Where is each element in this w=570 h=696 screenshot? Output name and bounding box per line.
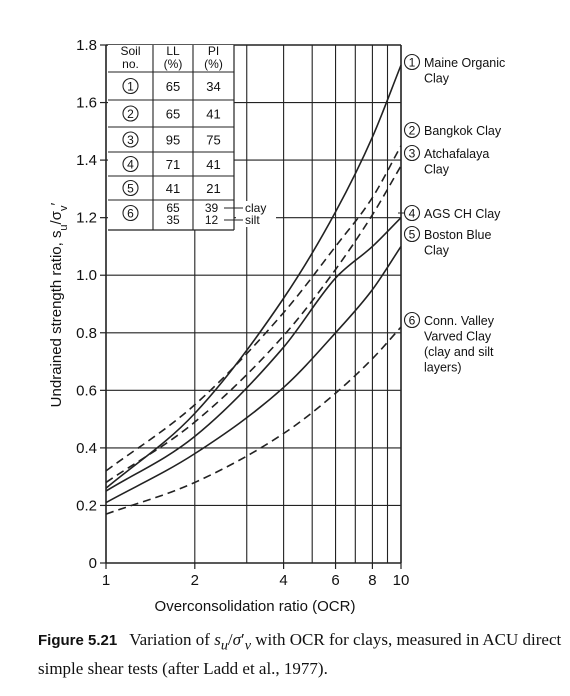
curve-label-5-line-1: Clay — [424, 244, 450, 258]
table-header-0-line-1: no. — [122, 57, 139, 71]
y-tick-label-3: 0.6 — [76, 382, 97, 399]
curve-label-circle-1 — [403, 53, 421, 71]
table-header-2-line-1: (%) — [204, 57, 223, 71]
caption-sigma: σ — [232, 630, 242, 649]
table-pi-2: 41 — [206, 107, 220, 122]
table-pi-4: 41 — [206, 157, 220, 172]
figure-number: Figure 5.21 — [38, 632, 118, 649]
table-pi-6-silt: 12 — [205, 213, 219, 227]
table-soil-no-4: 4 — [127, 158, 134, 172]
x-tick-label-3: 6 — [331, 572, 339, 589]
table-soil-no-2: 2 — [127, 107, 134, 121]
curve-label-no-5: 5 — [409, 228, 416, 242]
table-header-1-line-0: LL — [166, 44, 180, 58]
y-tick-label-2: 0.4 — [76, 440, 97, 457]
table-soil-no-6: 6 — [127, 207, 134, 221]
curve-label-6-line-1: Varved Clay — [424, 330, 492, 344]
curve-3 — [105, 165, 402, 484]
y-tick-label-8: 1.6 — [76, 95, 97, 112]
grid — [105, 44, 402, 564]
curve-label-2-line-0: Bangkok Clay — [424, 124, 502, 138]
table-soil-circle-2 — [122, 105, 139, 122]
curve-6 — [105, 326, 402, 515]
table-soil-circle-1 — [122, 77, 139, 95]
y-tick-label-6: 1.2 — [76, 210, 97, 227]
x-tick-label-5: 10 — [393, 572, 410, 589]
table-pi-3: 75 — [206, 133, 220, 148]
table-ll-2: 65 — [166, 107, 180, 122]
table-ll-4: 71 — [166, 157, 180, 172]
curve-2 — [105, 145, 402, 472]
table-ll-3: 95 — [166, 133, 180, 148]
curve-label-no-3: 3 — [409, 147, 416, 161]
curve-label-3-line-1: Clay — [424, 163, 450, 177]
curve-label-5-line-0: Boston Blue — [424, 228, 491, 242]
caption-slash: / — [227, 630, 233, 649]
curve-4 — [105, 217, 402, 492]
curve-label-no-2: 2 — [409, 124, 416, 138]
curve-label-6-line-0: Conn. Valley — [424, 314, 495, 328]
curve-5 — [105, 245, 402, 504]
caption-s-sub: u — [220, 637, 228, 654]
y-axis-label: Undrained strength ratio, su/σv′ — [48, 202, 70, 407]
table-ll-1: 65 — [166, 79, 180, 94]
y-tick-label-7: 1.4 — [76, 152, 97, 169]
table-header-0-line-0: Soil — [120, 44, 140, 58]
table-soil-no-5: 5 — [127, 182, 134, 196]
curve-labels: 1 Maine Organic Clay 2 Bangkok Clay 3 Atchafal… — [398, 53, 505, 375]
table-soil-no-3: 3 — [127, 133, 134, 147]
curve-label-1-line-0: Maine Organic — [424, 56, 505, 70]
curve-label-circle-2 — [403, 121, 421, 139]
caption-prime: ′ — [241, 630, 245, 649]
curve-label-6-line-2: (clay and silt — [424, 345, 494, 359]
y-tick-label-1: 0.2 — [76, 497, 97, 514]
curve-label-1-line-1: Clay — [424, 72, 450, 86]
table-pi-5: 21 — [206, 181, 220, 196]
y-tick-label-5: 1.0 — [76, 267, 97, 284]
curve-label-4-line-0: AGS CH Clay — [424, 207, 501, 221]
table-pi-6-clay: 39 — [205, 201, 219, 215]
table-ll-6-clay: 65 — [166, 201, 180, 215]
x-tick-label-1: 2 — [191, 572, 199, 589]
table-soil-circle-5 — [122, 179, 139, 197]
curve-label-circle-6 — [403, 311, 421, 329]
table-pi-1: 34 — [206, 79, 220, 94]
caption-s: s — [214, 630, 221, 649]
x-axis-label: Overconsolidation ratio (OCR) — [155, 598, 356, 615]
x-tick-label-0: 1 — [102, 572, 110, 589]
table-ll-6-silt: 35 — [166, 213, 180, 227]
table-tag-clay: clay — [245, 201, 266, 215]
caption-sigma-sub: v — [244, 637, 252, 654]
caption-text-after: with OCR for clays, measured in ACU dire… — [38, 630, 562, 679]
y-tick-label-9: 1.8 — [76, 37, 97, 54]
table-tag-silt: silt — [245, 213, 260, 227]
y-tick-label-0: 0 — [89, 555, 97, 572]
x-tick-label-2: 4 — [279, 572, 287, 589]
caption-text-before: Variation of — [129, 630, 215, 649]
curve-label-6-line-3: layers) — [424, 361, 462, 375]
x-tick-label-4: 8 — [368, 572, 376, 589]
table-soil-circle-6 — [122, 204, 139, 222]
curve-label-no-4: 4 — [409, 207, 416, 221]
table-soil-circle-4 — [122, 155, 139, 173]
y-tick-label-4: 0.8 — [76, 325, 97, 342]
curve-label-no-1: 1 — [409, 56, 416, 70]
table-soil-no-1: 1 — [127, 80, 134, 94]
curves — [105, 64, 402, 515]
table-header-1-line-1: (%) — [164, 57, 183, 71]
curve-1 — [105, 64, 402, 489]
figure-caption: Figure 5.21 Variation of su/σ′v with OCR … — [38, 628, 563, 680]
curve-label-no-6: 6 — [409, 314, 416, 328]
table-soil-circle-3 — [122, 131, 139, 148]
curve-label-circle-4 — [403, 204, 421, 222]
curve-label-circle-3 — [403, 144, 421, 162]
table-header-2-line-0: PI — [208, 44, 219, 58]
table-ll-5: 41 — [166, 181, 180, 196]
table-tag-background — [236, 201, 276, 227]
curve-label-circle-5 — [403, 225, 421, 243]
curve-label-3-line-0: Atchafalaya — [424, 147, 489, 161]
